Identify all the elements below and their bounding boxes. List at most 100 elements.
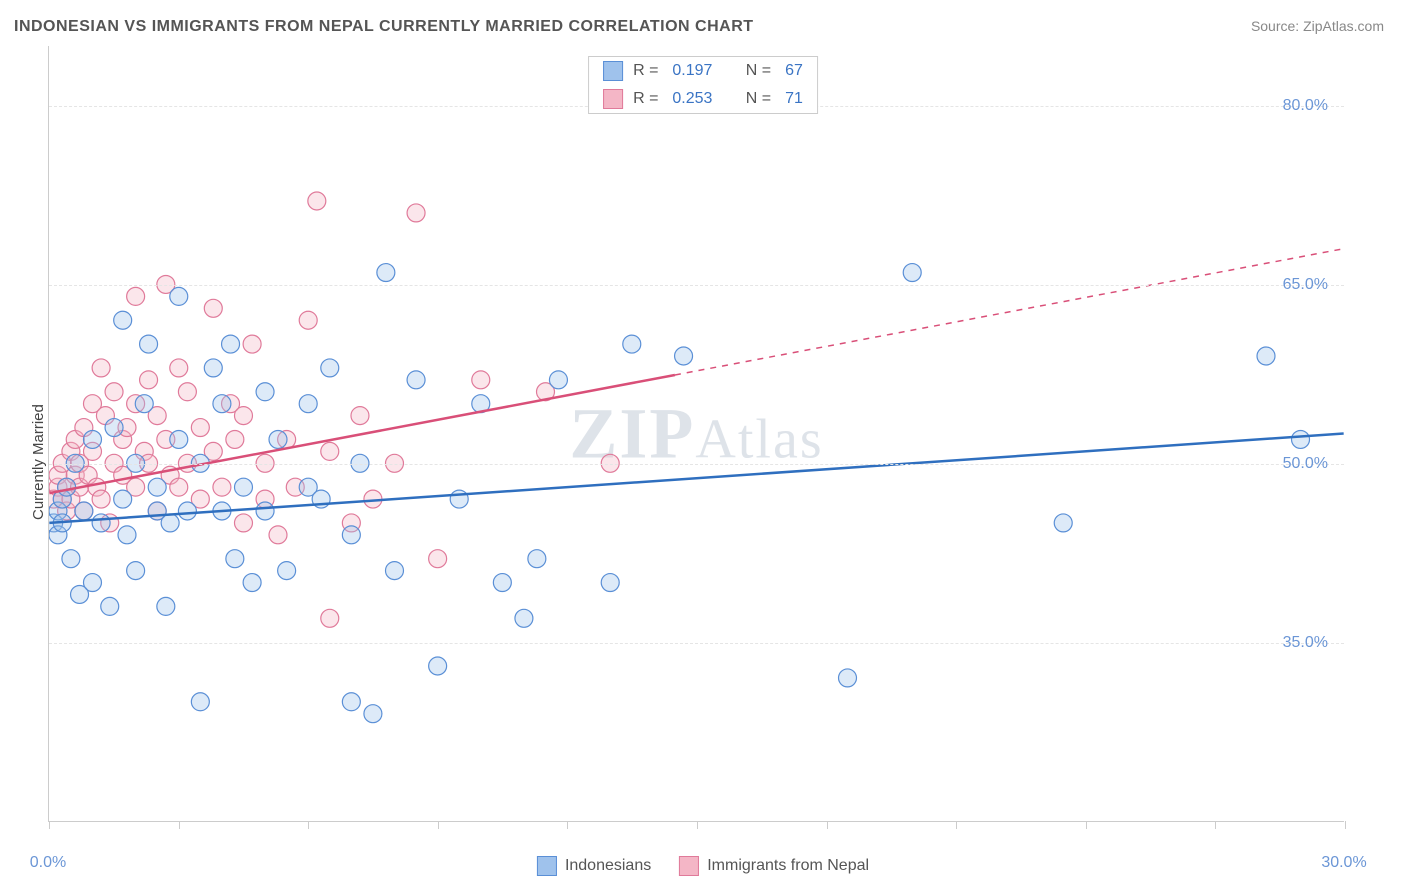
scatter-point <box>549 371 567 389</box>
scatter-point <box>101 514 119 532</box>
scatter-point <box>191 490 209 508</box>
scatter-point <box>58 478 76 496</box>
scatter-point <box>269 430 287 448</box>
scatter-point <box>114 311 132 329</box>
scatter-svg <box>49 46 1344 821</box>
scatter-point <box>75 502 93 520</box>
scatter-point <box>178 383 196 401</box>
scatter-point <box>204 442 222 460</box>
bottom-legend-label: Immigrants from Nepal <box>707 857 869 875</box>
scatter-point <box>62 490 80 508</box>
scatter-point <box>83 395 101 413</box>
scatter-point <box>222 395 240 413</box>
scatter-point <box>364 705 382 723</box>
scatter-point <box>96 407 114 425</box>
y-tick-label: 80.0% <box>1283 97 1328 115</box>
scatter-point <box>49 478 67 496</box>
scatter-point <box>88 478 106 496</box>
scatter-point <box>49 466 67 484</box>
scatter-point <box>601 574 619 592</box>
x-tick-label: 0.0% <box>30 854 66 872</box>
scatter-point <box>213 478 231 496</box>
chart-title: INDONESIAN VS IMMIGRANTS FROM NEPAL CURR… <box>14 18 754 36</box>
scatter-point <box>234 478 252 496</box>
scatter-point <box>351 407 369 425</box>
y-tick-label: 35.0% <box>1283 634 1328 652</box>
scatter-point <box>839 669 857 687</box>
scatter-point <box>407 371 425 389</box>
scatter-point <box>71 478 89 496</box>
grid-line <box>49 643 1344 644</box>
legend-r-label: R = <box>633 90 658 108</box>
scatter-point <box>299 478 317 496</box>
grid-line <box>49 285 1344 286</box>
scatter-point <box>204 359 222 377</box>
scatter-point <box>92 490 110 508</box>
scatter-point <box>472 371 490 389</box>
scatter-point <box>308 192 326 210</box>
x-tick <box>1215 821 1216 829</box>
scatter-point <box>243 335 261 353</box>
scatter-point <box>321 609 339 627</box>
legend-r-label: R = <box>633 62 658 80</box>
legend-swatch <box>603 89 623 109</box>
y-tick-label: 65.0% <box>1283 276 1328 294</box>
scatter-point <box>342 526 360 544</box>
scatter-point <box>157 430 175 448</box>
scatter-point <box>191 419 209 437</box>
scatter-point <box>83 430 101 448</box>
scatter-point <box>312 490 330 508</box>
scatter-point <box>170 430 188 448</box>
scatter-point <box>675 347 693 365</box>
scatter-point <box>623 335 641 353</box>
scatter-point <box>269 526 287 544</box>
scatter-point <box>114 466 132 484</box>
scatter-point <box>92 514 110 532</box>
series-legend: Indonesians Immigrants from Nepal <box>537 856 869 876</box>
scatter-point <box>213 395 231 413</box>
scatter-point <box>101 597 119 615</box>
x-tick <box>1345 821 1346 829</box>
source-name: ZipAtlas.com <box>1303 18 1384 34</box>
scatter-point <box>170 478 188 496</box>
scatter-point <box>1292 430 1310 448</box>
scatter-point <box>515 609 533 627</box>
scatter-point <box>528 550 546 568</box>
scatter-point <box>213 502 231 520</box>
scatter-point <box>364 490 382 508</box>
legend-swatch <box>679 856 699 876</box>
x-tick <box>1086 821 1087 829</box>
x-tick-label: 30.0% <box>1321 854 1366 872</box>
scatter-point <box>66 466 84 484</box>
scatter-point <box>161 514 179 532</box>
scatter-point <box>127 478 145 496</box>
scatter-point <box>191 693 209 711</box>
watermark-atlas: Atlas <box>695 408 823 470</box>
scatter-point <box>321 359 339 377</box>
scatter-point <box>75 419 93 437</box>
scatter-point <box>58 502 76 520</box>
scatter-point <box>53 514 71 532</box>
scatter-point <box>226 430 244 448</box>
x-tick <box>179 821 180 829</box>
bottom-legend-item: Indonesians <box>537 856 651 876</box>
regression-line <box>49 434 1343 523</box>
scatter-point <box>256 383 274 401</box>
scatter-point <box>148 502 166 520</box>
scatter-point <box>75 502 93 520</box>
scatter-point <box>83 442 101 460</box>
x-tick <box>438 821 439 829</box>
scatter-point <box>278 430 296 448</box>
chart-container: INDONESIAN VS IMMIGRANTS FROM NEPAL CURR… <box>0 0 1406 892</box>
scatter-point <box>386 562 404 580</box>
scatter-point <box>58 478 76 496</box>
scatter-point <box>286 478 304 496</box>
x-tick <box>567 821 568 829</box>
scatter-point <box>243 574 261 592</box>
legend-row: R =0.197 N =67 <box>589 57 817 85</box>
scatter-point <box>256 502 274 520</box>
scatter-point <box>170 287 188 305</box>
scatter-point <box>148 407 166 425</box>
scatter-point <box>127 562 145 580</box>
legend-swatch <box>603 61 623 81</box>
